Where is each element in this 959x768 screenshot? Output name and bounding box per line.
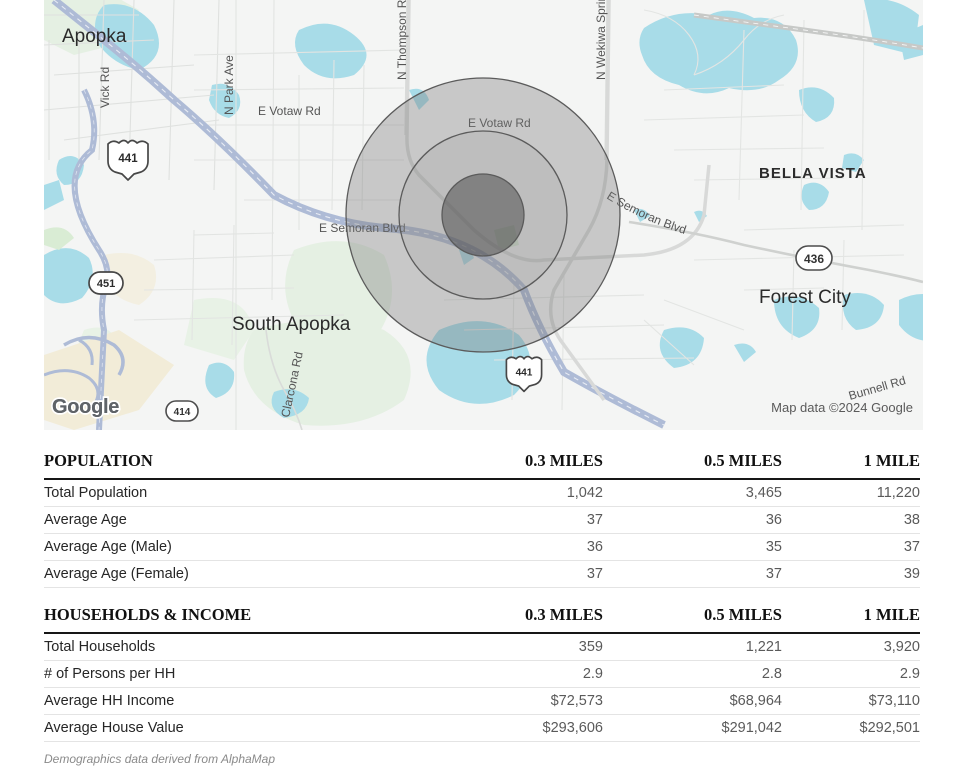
svg-text:Apopka: Apopka — [62, 26, 127, 47]
svg-text:E Votaw Rd: E Votaw Rd — [258, 104, 321, 118]
svg-text:436: 436 — [804, 252, 824, 266]
svg-text:451: 451 — [97, 278, 115, 290]
svg-text:South Apopka: South Apopka — [232, 314, 351, 335]
svg-text:BELLA VISTA: BELLA VISTA — [759, 165, 867, 182]
svg-text:N Wekiwa Springs Rd: N Wekiwa Springs Rd — [594, 0, 608, 80]
svg-text:N Park Ave: N Park Ave — [222, 55, 236, 115]
svg-text:414: 414 — [174, 407, 191, 418]
svg-text:Vick Rd: Vick Rd — [98, 67, 112, 108]
svg-text:441: 441 — [516, 368, 533, 379]
svg-text:N Thompson Rd: N Thompson Rd — [395, 0, 409, 80]
svg-text:Forest City: Forest City — [759, 287, 851, 308]
svg-text:441: 441 — [118, 153, 138, 165]
